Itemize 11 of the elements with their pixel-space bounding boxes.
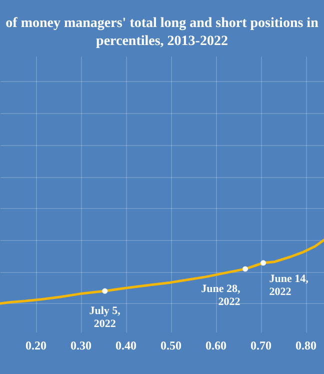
x-tick-label: 0.50	[160, 338, 182, 352]
x-tick-label: 0.30	[70, 338, 92, 352]
annotation: June 14, 2022	[269, 272, 309, 298]
chart-title: of money managers' total long and short positions in percentiles, 2013-2022	[6, 16, 319, 49]
annotation: July 5, 2022	[89, 305, 121, 330]
x-tick-label: 0.80	[296, 338, 317, 352]
x-tick-label: 0.40	[116, 338, 137, 352]
annotation: June 28, 2022	[201, 282, 241, 308]
x-tick-label: 0.70	[250, 338, 272, 352]
x-tick-label: 0.60	[206, 338, 227, 352]
x-tick-label: 0.20	[26, 338, 47, 352]
